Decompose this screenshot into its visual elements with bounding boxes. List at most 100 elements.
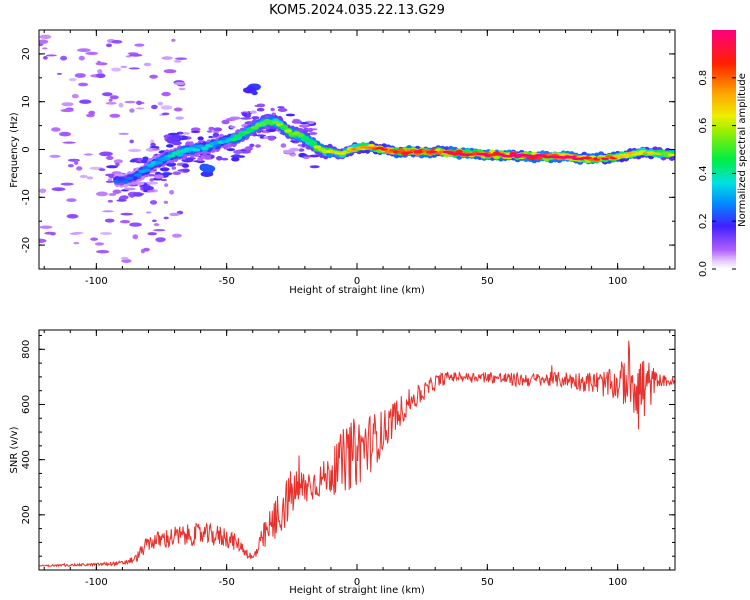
spectrogram-speckle (190, 127, 201, 132)
spectrogram-x-tick-label: 100 (608, 276, 627, 287)
spectrogram-speckle (145, 211, 152, 214)
colorbar-gradient (712, 30, 736, 269)
spectrogram-speckle (99, 232, 113, 235)
spectrogram-speckle (270, 107, 275, 112)
spectrogram-speckle (166, 144, 174, 148)
spectrogram-speckle (90, 237, 98, 241)
spectrogram-y-tick-label: -10 (21, 189, 32, 205)
spectrogram-speckle (149, 146, 160, 149)
spectrogram-x-axis-label: Height of straight line (km) (289, 285, 425, 296)
spectrogram-speckle (51, 187, 66, 192)
spectrogram-speckle (308, 154, 320, 158)
spectrogram-speckle (251, 116, 260, 120)
spectrogram-speckle (109, 95, 119, 100)
spectrogram-marks (39, 34, 675, 263)
spectrogram-speckle (163, 216, 169, 220)
spectrogram-speckle (121, 256, 129, 260)
spectrogram-speckle (212, 132, 220, 137)
spectrogram-speckle (221, 119, 230, 125)
spectrogram-speckle (120, 212, 133, 216)
spectrogram-speckle (204, 155, 212, 160)
spectrogram-ridge-cell (121, 180, 130, 184)
spectrogram-speckle (73, 241, 80, 245)
spectrogram-ridge-cell (271, 120, 280, 125)
spectrogram-speckle (129, 159, 137, 163)
spectrogram-x-tick-label: 0 (354, 276, 360, 287)
spectrogram-speckle (114, 159, 123, 163)
spectrogram-speckle (96, 60, 102, 66)
spectrogram-speckle (282, 149, 295, 154)
spectrogram-speckle (169, 212, 180, 217)
spectrogram-speckle (255, 134, 266, 137)
colorbar-tick-label: 0.8 (698, 70, 709, 86)
spectrogram-speckle (256, 107, 265, 112)
spectrogram-ridge-cell (346, 149, 355, 153)
spectrogram-ridge-cell (259, 122, 268, 126)
spectrogram-speckle (241, 112, 248, 117)
spectrogram-y-tick-label: 20 (21, 48, 32, 61)
spectrogram-speckle (94, 242, 105, 246)
spectrogram-y-tick-label: 0 (21, 146, 32, 152)
spectrogram-speckle (128, 67, 140, 70)
spectrogram-speckle (147, 232, 157, 236)
spectrogram-speckle (255, 144, 261, 148)
colorbar-ticks: 0.0 0.2 0.4 0.6 0.8 (698, 70, 736, 277)
spectrogram-speckle (116, 199, 127, 202)
spectrogram-ridge-cell (200, 146, 209, 151)
spectrogram-speckle (143, 62, 152, 67)
spectrogram-speckle (51, 127, 61, 132)
spectrogram-ridge-cell (159, 157, 168, 162)
figure-title: KOM5.2024.035.22.13.G29 (269, 3, 445, 18)
spectrogram-ridge-cell (388, 149, 397, 152)
spectrogram-patch (169, 136, 180, 141)
spectrogram-speckle (42, 47, 48, 50)
spectrogram-speckle (143, 247, 150, 252)
spectrogram-speckle (163, 69, 177, 74)
spectrogram-speckle (226, 148, 235, 152)
spectrogram-speckle (56, 72, 63, 75)
spectrogram-speckle (129, 108, 135, 113)
spectrogram-speckle (118, 132, 129, 135)
spectrogram-speckle (303, 156, 309, 160)
spectrogram-speckle (99, 151, 113, 157)
spectrogram-speckle (86, 176, 94, 180)
spectrogram-speckle (229, 116, 241, 120)
spectrogram-speckle (96, 191, 108, 197)
spectrogram-speckle (190, 130, 201, 133)
spectrogram-speckle (102, 92, 113, 97)
spectrogram-speckle (39, 225, 53, 229)
spectrogram-speckle (39, 39, 49, 44)
snr-x-tick-label: 50 (481, 577, 494, 588)
spectrogram-speckle (161, 112, 170, 116)
spectrogram-speckle (106, 43, 112, 48)
spectrogram-speckle (240, 117, 252, 120)
spectrogram-speckle (177, 169, 186, 172)
spectrogram-speckle (171, 38, 176, 42)
colorbar-tick-label: 0.6 (698, 118, 709, 134)
spectrogram-speckle (129, 222, 142, 227)
spectrogram-ridge-cell (250, 126, 259, 130)
spectrogram-speckle (74, 73, 86, 78)
spectrogram-y-tick-label: -20 (21, 237, 32, 253)
spectrogram-speckle (85, 51, 99, 56)
spectrogram-speckle (107, 199, 114, 203)
spectrogram-speckle (71, 94, 79, 99)
spectrogram-ridge-cell (509, 153, 518, 156)
spectrogram-speckle (68, 78, 77, 82)
snr-y-ticks: 200 400 600 800 (21, 335, 675, 557)
spectrogram-speckle (291, 119, 302, 124)
spectrogram-ridge-cell (380, 148, 389, 151)
spectrogram-x-tick-label: -100 (85, 276, 108, 287)
colorbar-label: Normalized spectral amplitude (737, 73, 748, 227)
spectrogram-speckle (302, 124, 307, 129)
spectrogram-speckle (66, 214, 79, 219)
spectrogram-speckle (212, 130, 220, 134)
spectrogram-speckle (111, 40, 123, 44)
spectrogram-speckle (267, 135, 276, 141)
snr-x-tick-label: -50 (219, 577, 235, 588)
spectrogram-speckle (74, 160, 79, 166)
spectrogram-speckle (277, 106, 285, 109)
spectrogram-speckle (200, 154, 206, 160)
spectrogram-speckle (175, 116, 184, 120)
spectrogram-speckle (39, 34, 52, 39)
